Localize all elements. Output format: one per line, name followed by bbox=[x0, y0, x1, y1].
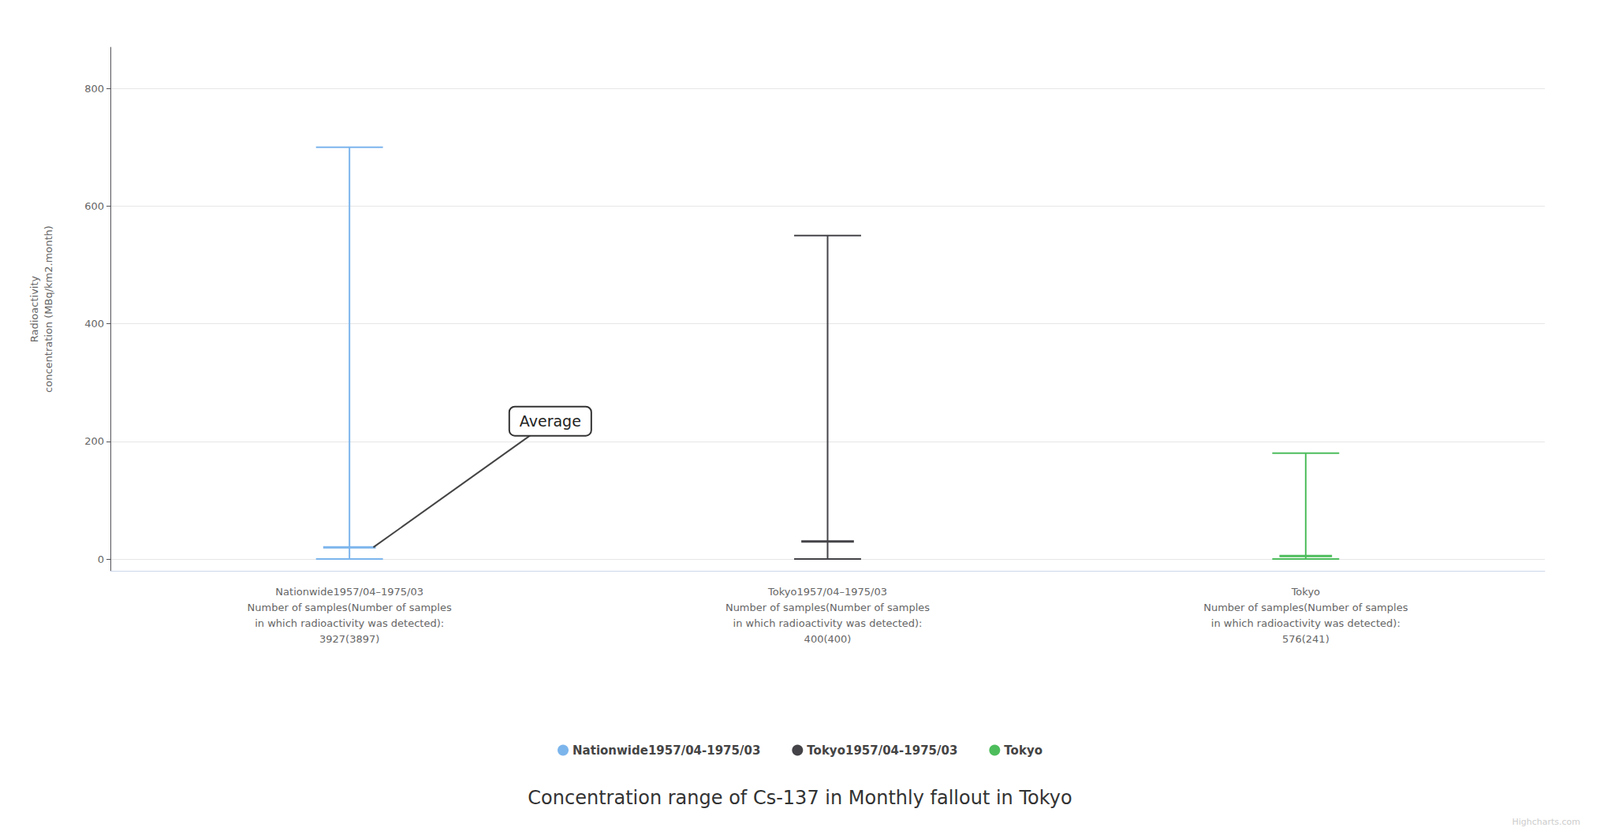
svg-text:Nationwide1957/04–1975/03: Nationwide1957/04–1975/03 bbox=[275, 585, 424, 598]
svg-text:Number of samples(Number of sa: Number of samples(Number of samples bbox=[1203, 601, 1408, 614]
svg-text:400(400): 400(400) bbox=[804, 633, 852, 646]
svg-text:Tokyo: Tokyo bbox=[1003, 743, 1043, 758]
svg-text:Tokyo1957/04-1975/03: Tokyo1957/04-1975/03 bbox=[806, 743, 958, 758]
svg-text:in which radioactivity was det: in which radioactivity was detected): bbox=[1211, 617, 1401, 630]
svg-text:800: 800 bbox=[84, 82, 105, 95]
svg-text:Average: Average bbox=[519, 412, 582, 430]
svg-text:400: 400 bbox=[84, 317, 105, 330]
svg-text:Highcharts.com: Highcharts.com bbox=[1511, 816, 1581, 828]
svg-text:in which radioactivity was det: in which radioactivity was detected): bbox=[733, 617, 923, 630]
svg-text:0: 0 bbox=[97, 553, 105, 566]
svg-text:Nationwide1957/04-1975/03: Nationwide1957/04-1975/03 bbox=[572, 743, 761, 758]
svg-text:Tokyo1957/04–1975/03: Tokyo1957/04–1975/03 bbox=[767, 585, 888, 598]
svg-text:Tokyo: Tokyo bbox=[1290, 585, 1321, 598]
svg-text:concentration (MBq/km2.month): concentration (MBq/km2.month) bbox=[42, 225, 55, 393]
svg-text:Concentration range of Cs-137: Concentration range of Cs-137 in Monthly… bbox=[527, 786, 1072, 810]
svg-text:Number of samples(Number of sa: Number of samples(Number of samples bbox=[247, 601, 452, 614]
svg-text:600: 600 bbox=[84, 200, 105, 213]
svg-text:in which radioactivity was det: in which radioactivity was detected): bbox=[254, 617, 444, 630]
svg-text:Radioactivity: Radioactivity bbox=[28, 275, 41, 343]
svg-text:Number of samples(Number of sa: Number of samples(Number of samples bbox=[725, 601, 930, 614]
svg-text:576(241): 576(241) bbox=[1282, 633, 1330, 646]
svg-text:200: 200 bbox=[84, 435, 105, 448]
svg-text:3927(3897): 3927(3897) bbox=[319, 633, 380, 646]
